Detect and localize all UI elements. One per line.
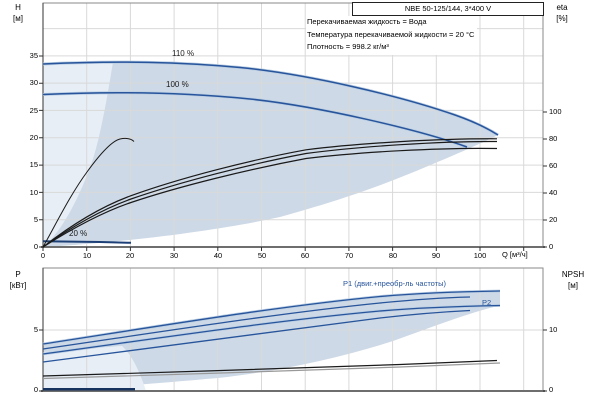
h-axis-label: H (15, 3, 21, 12)
q-tick-40: 40 (213, 251, 223, 260)
info-line-fluid: Перекачиваемая жидкость = Вода (307, 17, 427, 26)
q-tick-100: 100 (473, 251, 487, 260)
curve-p1-100 (42, 296, 471, 350)
ticks-p-axis (39, 329, 43, 392)
npsh-tick-10: 10 (549, 325, 558, 334)
q-tick-80: 80 (388, 251, 398, 260)
eta-tick-40: 40 (549, 188, 558, 197)
curve-p2-100 (42, 309, 471, 363)
grid-top (43, 3, 543, 247)
curve-npsh-gray (42, 362, 501, 380)
ticks-q-axis (42, 247, 525, 251)
p-axis-unit: [кВт] (9, 281, 27, 290)
envelope-main-top (43, 62, 498, 247)
q-tick-60: 60 (300, 251, 310, 260)
npsh-axis-label: NPSH (561, 270, 585, 279)
h-tick-5: 5 (33, 215, 38, 224)
eta-tick-20: 20 (549, 215, 558, 224)
eta-tick-60: 60 (549, 161, 558, 170)
eta-tick-0: 0 (549, 242, 554, 251)
label-curve-p1: P1 (двиг.+преобр-ль частоты) (343, 279, 447, 288)
npsh-axis-title: NPSH [м] (548, 269, 598, 291)
envelope-pale-bottom (43, 346, 146, 391)
bottom-chart (39, 267, 547, 392)
q-tick-90: 90 (431, 251, 441, 260)
h-tick-15: 15 (29, 160, 38, 169)
envelope-pale-top (43, 61, 113, 247)
curve-qh-100 (42, 92, 468, 148)
pump-model-title: NBE 50-125/144, 3*400 V (352, 2, 544, 16)
eta-axis-unit: [%] (556, 14, 568, 23)
info-line-temperature: Температура перекачиваемой жидкости = 20… (307, 29, 475, 39)
curve-eta-middle (42, 140, 498, 248)
q-tick-30: 30 (169, 251, 179, 260)
ticks-eta-axis (543, 111, 547, 248)
p-axis-label: P (15, 270, 21, 279)
p-axis-title: P [кВт] (0, 269, 36, 291)
label-curve-100pct: 100 % (166, 80, 189, 89)
curve-qh-20 (42, 240, 132, 244)
q-tick-50: 50 (257, 251, 267, 260)
q-axis-title: Q [м³/ч] (502, 250, 528, 259)
info-block: Перекачиваемая жидкость = Вода Температу… (306, 16, 478, 55)
p-tick-0: 0 (33, 385, 38, 394)
curve-npsh (42, 359, 498, 377)
curve-eta-lower (42, 147, 498, 248)
h-axis-title: H [м] (4, 2, 32, 24)
h-tick-10: 10 (29, 187, 38, 197)
curve-eta-20pct (42, 137, 135, 248)
q-tick-10: 10 (82, 251, 92, 260)
label-curve-110pct: 110 % (172, 49, 195, 58)
curve-qh-110 (42, 61, 499, 136)
label-curve-p2: P2 (482, 298, 492, 307)
top-chart (39, 2, 547, 251)
h-tick-20: 20 (29, 133, 38, 142)
curve-p2-110 (42, 304, 501, 355)
h-tick-0: 0 (33, 242, 38, 251)
q-tick-20: 20 (125, 251, 135, 260)
ticks-h-axis (39, 55, 43, 248)
eta-axis-label: eta (556, 3, 568, 12)
h-tick-30: 30 (29, 78, 38, 87)
npsh-axis-unit: [м] (568, 281, 578, 290)
h-tick-35: 35 (29, 51, 38, 60)
eta-tick-100: 100 (549, 107, 562, 116)
q-tick-70: 70 (344, 251, 354, 260)
eta-tick-80: 80 (549, 134, 558, 143)
envelope-main-bottom (43, 291, 500, 391)
info-line-density: Плотность = 998.2 кг/м³ (307, 42, 389, 51)
eta-axis-title: eta [%] (546, 2, 578, 24)
curve-p1-110 (42, 290, 501, 345)
ticks-npsh-axis (543, 329, 547, 392)
h-tick-25: 25 (29, 105, 38, 115)
q-tick-0: 0 (40, 251, 46, 260)
npsh-tick-0: 0 (549, 385, 554, 394)
h-axis-unit: [м] (13, 14, 23, 23)
p-tick-5: 5 (33, 325, 38, 334)
curve-eta-upper (42, 138, 498, 248)
label-curve-20pct: 20 % (69, 229, 88, 238)
